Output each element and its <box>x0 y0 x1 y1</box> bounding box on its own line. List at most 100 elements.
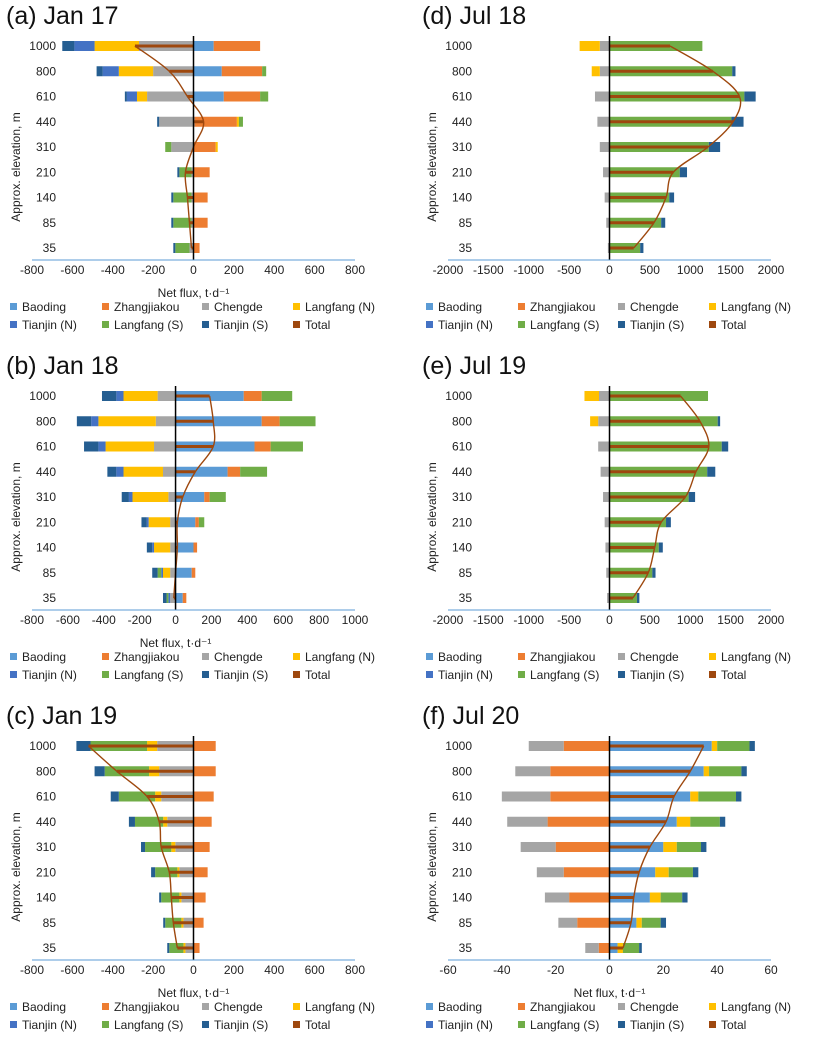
bar-segment <box>563 741 610 751</box>
legend-item: Total <box>709 1018 746 1032</box>
y-tick-label: 310 <box>452 840 472 854</box>
bar-segment <box>698 791 737 802</box>
legend-label: Langfang (N) <box>721 1000 792 1014</box>
x-tick-label: 40 <box>710 963 724 977</box>
bar-segment <box>175 243 190 253</box>
legend-label: Baoding <box>22 650 67 664</box>
bar-segment <box>193 917 204 928</box>
bar-segment <box>168 593 171 603</box>
chart-panel-a: (a) Jan 17 Approx. elevation, m 35 85 140 210… <box>0 0 415 349</box>
x-tick-label: -800 <box>20 263 44 277</box>
chart-title: (c) Jan 19 <box>6 702 118 730</box>
bar-segment <box>607 243 610 253</box>
bar-segment <box>605 542 610 553</box>
total-bar <box>609 120 734 124</box>
legend-item: Tianjin (S) <box>618 1018 684 1032</box>
legend-label: Langfang (S) <box>114 668 184 682</box>
legend-item: Langfang (S) <box>518 668 599 682</box>
bar-segment <box>191 567 196 578</box>
legend-item: Zhangjiakou <box>102 300 179 314</box>
legend-label: Langfang (N) <box>305 1000 376 1014</box>
bar-segment <box>260 91 269 102</box>
bar-segment <box>732 66 736 77</box>
y-tick-label: 440 <box>36 815 56 829</box>
x-tick-label: -400 <box>92 613 116 627</box>
legend-item: Tianjin (N) <box>426 318 493 332</box>
bar-segment <box>669 192 675 203</box>
bars-group <box>584 391 729 603</box>
y-tick-label: 1000 <box>29 39 56 53</box>
y-tick-label: 610 <box>452 790 472 804</box>
x-tick-label: -1500 <box>473 263 504 277</box>
x-tick-label: 500 <box>640 263 660 277</box>
legend-item: Langfang (N) <box>709 650 791 664</box>
bar-segment <box>261 416 280 427</box>
bar-segment <box>717 416 721 427</box>
y-tick-label: 310 <box>36 840 56 854</box>
x-tick-label: -1500 <box>473 613 504 627</box>
total-bar <box>169 69 194 73</box>
legend-label: Langfang (S) <box>114 318 184 332</box>
bar-segment <box>227 466 241 477</box>
total-bar <box>134 44 194 48</box>
bar-segment <box>193 91 224 102</box>
total-bar <box>189 221 194 225</box>
bar-segment <box>121 492 129 502</box>
bar-segment <box>666 517 671 528</box>
total-bar <box>116 769 194 773</box>
bar-segment <box>62 41 75 51</box>
bar-segment <box>599 391 610 401</box>
x-tick-label: 2000 <box>758 613 785 627</box>
bar-segment <box>736 791 742 802</box>
legend-label: Total <box>305 1018 331 1032</box>
y-tick-label: 35 <box>459 241 473 255</box>
total-bar <box>609 445 709 448</box>
y-tick-label: 35 <box>43 591 57 605</box>
legend-swatch <box>202 321 209 328</box>
bar-segment <box>604 192 610 203</box>
legend-swatch <box>426 653 433 660</box>
legend-item: Langfang (S) <box>102 318 183 332</box>
x-axis-label: Net flux, t·d⁻¹ <box>157 986 230 1000</box>
bar-segment <box>198 517 205 528</box>
chart-panel-f: (f) Jul 20 Approx. elevation, m 35 85 140 210… <box>416 700 831 1049</box>
legend-label: Zhangjiakou <box>114 300 180 314</box>
y-tick-label: 85 <box>459 916 473 930</box>
bar-segment <box>74 41 95 51</box>
legend-label: Langfang (N) <box>721 650 792 664</box>
x-tick-label: -500 <box>557 613 581 627</box>
bar-segment <box>577 917 610 928</box>
total-bar <box>173 596 176 600</box>
bar-segment <box>585 943 599 953</box>
y-tick-label: 140 <box>36 541 56 555</box>
bar-segment <box>599 66 610 77</box>
bar-segment <box>600 466 610 477</box>
bar-segment <box>744 91 756 102</box>
total-bar <box>191 246 194 250</box>
legend-swatch <box>202 1003 209 1010</box>
chart-title: (e) Jul 19 <box>422 352 527 380</box>
legend-swatch <box>426 1003 433 1010</box>
bar-segment <box>215 142 218 152</box>
legend-swatch <box>202 1021 209 1028</box>
y-tick-label: 85 <box>43 216 57 230</box>
bar-segment <box>193 791 214 802</box>
legend-swatch <box>202 653 209 660</box>
bar-segment <box>584 391 600 401</box>
bar-segment <box>711 741 718 751</box>
legend-item: Tianjin (N) <box>10 668 77 682</box>
legend-label: Chengde <box>214 1000 263 1014</box>
y-tick-label: 35 <box>459 941 473 955</box>
bar-segment <box>134 816 164 827</box>
x-tick-label: 0 <box>606 963 613 977</box>
bar-segment <box>270 441 303 452</box>
y-tick-label: 310 <box>36 490 56 504</box>
bar-segment <box>175 542 194 553</box>
total-bar <box>609 145 709 149</box>
bar-segment <box>652 567 656 578</box>
bar-segment <box>168 492 176 502</box>
x-axis-label: Net flux, t·d⁻¹ <box>139 636 212 650</box>
x-tick-label: 0 <box>190 963 197 977</box>
legend-label: Tianjin (S) <box>630 1018 685 1032</box>
bar-segment <box>171 142 194 152</box>
